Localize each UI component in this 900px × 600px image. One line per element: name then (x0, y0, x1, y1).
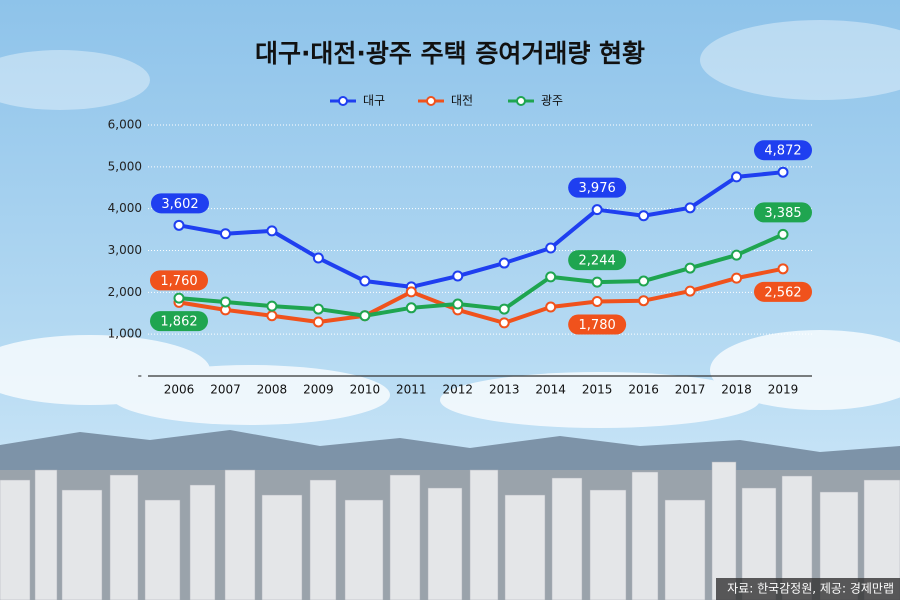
data-point (498, 317, 510, 329)
data-label-bg (568, 177, 627, 198)
data-point (312, 252, 324, 264)
data-point (219, 228, 231, 240)
x-tick-label: 2012 (442, 383, 473, 397)
data-point (638, 295, 650, 307)
x-tick-label: 2019 (768, 383, 799, 397)
y-tick-label: 5,000 (108, 159, 142, 173)
data-label: 3,976 (579, 181, 616, 196)
data-point (591, 276, 603, 288)
data-point (684, 285, 696, 297)
x-tick-label: 2017 (675, 383, 706, 397)
source-bg (716, 578, 900, 600)
data-point (173, 292, 185, 304)
y-tick-label: 3,000 (108, 243, 142, 257)
data-point (173, 219, 185, 231)
legend-marker (516, 96, 526, 106)
data-point (777, 166, 789, 178)
data-point (638, 210, 650, 222)
data-label: 4,872 (764, 144, 801, 159)
data-point (591, 296, 603, 308)
data-label-bg (754, 140, 812, 161)
legend-label: 대구 (363, 94, 385, 108)
x-tick-label: 2009 (303, 383, 334, 397)
x-tick-label: 2006 (164, 383, 195, 397)
data-label-bg (151, 193, 209, 214)
x-tick-label: 2018 (721, 383, 752, 397)
data-label-bg (754, 281, 812, 302)
y-tick-label: - (138, 369, 142, 383)
data-point (498, 303, 510, 315)
legend-item: 대구 (330, 94, 385, 108)
data-point (266, 310, 278, 322)
data-point (545, 301, 557, 313)
data-point (731, 171, 743, 183)
x-tick-label: 2008 (257, 383, 288, 397)
x-tick-label: 2015 (582, 383, 613, 397)
data-label-bg (150, 311, 208, 332)
data-point (591, 204, 603, 216)
legend-item: 광주 (508, 94, 563, 108)
buildings (0, 461, 900, 600)
clouds (0, 20, 900, 428)
data-label: 1,760 (160, 274, 197, 289)
x-tick-label: 2007 (210, 383, 241, 397)
data-label: 3,385 (764, 206, 801, 221)
y-tick-label: 2,000 (108, 285, 142, 299)
series-line (178, 170, 784, 289)
data-point (359, 310, 371, 322)
data-point (777, 228, 789, 240)
data-point (638, 275, 650, 287)
series-line (178, 232, 784, 318)
data-point (312, 303, 324, 315)
data-label-bg (754, 202, 812, 223)
legend-marker (426, 96, 436, 106)
data-point (777, 263, 789, 275)
y-tick-label: 4,000 (108, 201, 142, 215)
data-point (684, 262, 696, 274)
data-label: 3,602 (161, 197, 198, 212)
data-point (266, 300, 278, 312)
x-tick-label: 2016 (628, 383, 659, 397)
data-point (219, 296, 231, 308)
x-tick-label: 2014 (535, 383, 566, 397)
data-point (545, 242, 557, 254)
data-label-bg (568, 314, 627, 335)
data-point (731, 249, 743, 261)
x-tick-label: 2013 (489, 383, 520, 397)
data-label: 1,862 (160, 315, 197, 330)
data-point (266, 225, 278, 237)
data-label: 2,244 (579, 254, 616, 269)
x-tick-label: 2010 (350, 383, 381, 397)
data-label-bg (568, 250, 627, 271)
data-point (684, 202, 696, 214)
data-label: 2,562 (764, 285, 801, 300)
chart-title: 대구·대전·광주 주택 증여거래량 현황 (255, 39, 645, 68)
data-label: 1,780 (579, 318, 616, 333)
data-label-bg (150, 270, 208, 291)
source: 자료: 한국감정원, 제공: 경제만랩 (727, 582, 894, 596)
data-point (312, 316, 324, 328)
data-point (452, 298, 464, 310)
data-point (405, 286, 417, 298)
data-point (731, 272, 743, 284)
legend-marker (338, 96, 348, 106)
data-point (498, 257, 510, 269)
legend-label: 대전 (451, 94, 473, 108)
data-point (405, 302, 417, 314)
data-point (359, 275, 371, 287)
legend-item: 대전 (418, 94, 473, 108)
legend-label: 광주 (541, 94, 563, 108)
y-tick-label: 6,000 (108, 118, 142, 132)
x-tick-label: 2011 (396, 383, 427, 397)
data-point (452, 270, 464, 282)
y-tick-label: 1,000 (108, 327, 142, 341)
data-point (545, 271, 557, 283)
series-line (178, 266, 784, 325)
